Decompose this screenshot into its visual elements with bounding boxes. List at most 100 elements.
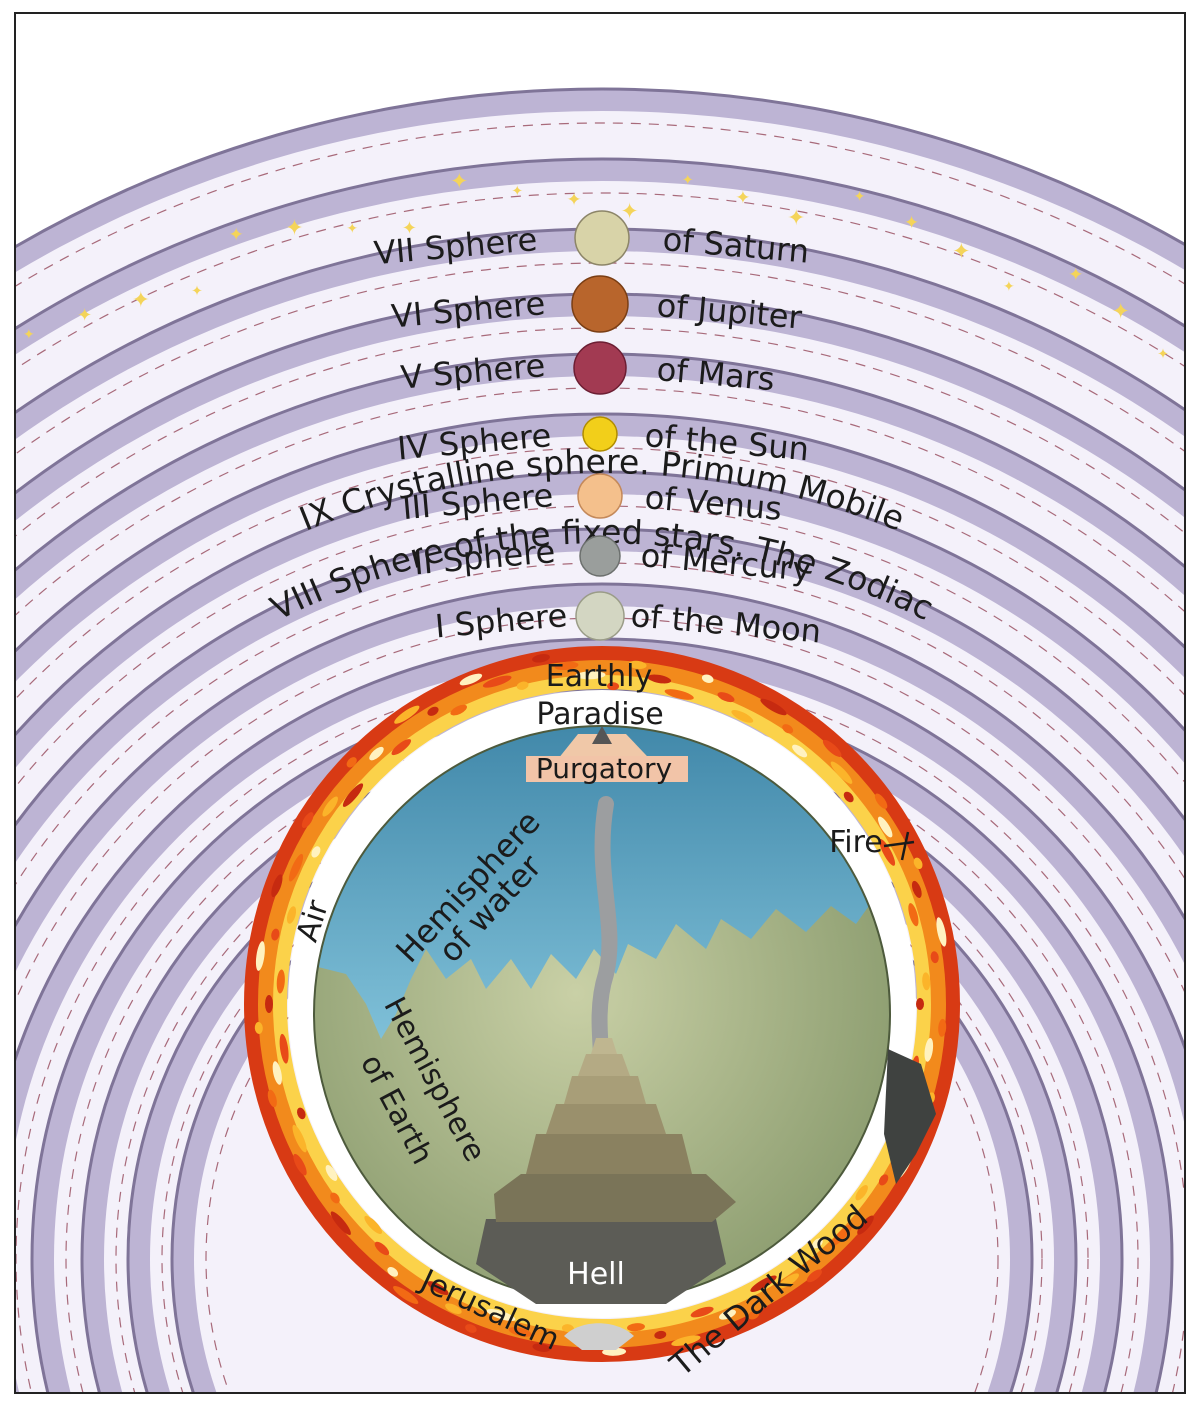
star-icon: ✦	[511, 183, 523, 199]
flame-fleck	[554, 661, 579, 671]
fire-pointer	[883, 831, 915, 861]
purgatory-label: Purgatory	[536, 752, 672, 785]
flame-fleck	[830, 761, 853, 784]
dark-wood-rock	[884, 1049, 936, 1184]
flame-fleck	[575, 671, 606, 680]
moon-disc	[575, 591, 625, 641]
flame-fleck	[628, 660, 647, 669]
venus-disc	[577, 473, 623, 519]
sphere-i: I Sphere of the Moon	[434, 591, 823, 651]
flame-fleck	[857, 1215, 874, 1235]
flame-fleck	[792, 744, 808, 758]
flame-fleck	[719, 1309, 736, 1320]
earthly-paradise-line2: Paradise	[536, 697, 663, 732]
star-icon: ✦	[346, 221, 358, 237]
flame-fleck	[482, 675, 512, 688]
hell-pit: Hell	[476, 1038, 736, 1304]
flame-fleck	[607, 682, 620, 691]
flame-fleck	[908, 903, 919, 927]
flame-fleck	[271, 928, 280, 941]
flame-fleck	[265, 995, 273, 1013]
flame-fleck	[450, 704, 467, 716]
star-icon: ✦	[23, 327, 35, 343]
flame-fleck	[394, 705, 420, 724]
flame-fleck	[717, 692, 735, 703]
flame-fleck	[822, 739, 842, 757]
flame-fleck	[255, 941, 265, 971]
flame-fleck	[276, 969, 285, 994]
flame-fleck	[322, 796, 338, 817]
flame-fleck	[877, 816, 893, 838]
flame-fleck	[930, 951, 939, 964]
flame-fleck	[286, 906, 297, 924]
flame-fleck	[922, 972, 931, 991]
flame-fleck	[532, 654, 550, 663]
star-icon: ✦	[402, 218, 417, 239]
flame-fleck	[778, 1273, 799, 1289]
mercury-disc	[579, 535, 621, 577]
flame-fleck	[301, 812, 314, 829]
flame-fleck	[936, 917, 947, 947]
flame-fleck	[532, 1343, 551, 1352]
flame-fleck	[364, 1215, 383, 1234]
sphere-orbit-line	[16, 192, 1184, 370]
flame-fleck	[782, 724, 794, 734]
star-icon: ✦	[566, 189, 581, 210]
star-icon: ✦	[191, 284, 203, 300]
flame-fleck	[427, 706, 439, 716]
star-icon: ✦	[952, 240, 970, 265]
flame-fleck	[760, 698, 787, 716]
flame-fleck	[701, 674, 714, 683]
hell-label: Hell	[567, 1257, 625, 1292]
saturn-disc	[574, 210, 630, 266]
flame-fleck	[311, 846, 321, 858]
flame-fleck	[254, 1022, 263, 1034]
flame-fleck	[812, 1238, 823, 1249]
star-icon: ✦	[904, 213, 919, 234]
mars-disc	[573, 341, 627, 395]
star-icon: ✦	[854, 189, 866, 205]
star-icon: ✦	[229, 225, 244, 246]
fixed-stars: ✦ ✦ ✦ ✦ ✦ ✦ ✦ ✦ ✦ ✦ ✦ ✦ ✦ ✦ ✦ ✦ ✦ ✦ ✦ ✦ ✦ ✦	[23, 170, 1169, 363]
flame-fleck	[830, 1224, 853, 1247]
flame-fleck	[279, 1033, 289, 1064]
flame-fleck	[879, 839, 896, 866]
star-icon: ✦	[132, 288, 150, 313]
flame-fleck	[393, 1285, 419, 1305]
flame-fleck	[288, 853, 304, 882]
jupiter-disc	[571, 275, 629, 333]
earthly-paradise-line1: Earthly	[546, 659, 653, 694]
star-icon: ✦	[77, 305, 92, 326]
flame-fleck	[293, 1153, 307, 1176]
fire-label: Fire	[829, 825, 883, 860]
star-icon: ✦	[620, 199, 638, 224]
sphere-orbit-line	[16, 122, 1184, 287]
star-icon: ✦	[1068, 265, 1083, 286]
star-icon: ✦	[285, 216, 303, 241]
flame-fleck	[297, 1107, 306, 1120]
flame-fleck	[445, 1303, 462, 1315]
flame-fleck	[516, 681, 529, 690]
flame-fleck	[911, 880, 922, 898]
flame-fleck	[369, 746, 384, 761]
flame-fleck	[874, 793, 888, 809]
flame-fleck	[330, 1192, 340, 1204]
sphere-orbit-line	[205, 862, 999, 1392]
flame-fleck	[325, 1165, 338, 1181]
cosmos-diagram: ✦✦✦ ✦✦ ✦ ✦ ✦✦ ✦ ✦ ✦✦✦✦✦✦✦✦✦✦✦ IX Crystalline sp…	[16, 87, 1184, 1392]
flame-fleck	[459, 673, 483, 686]
star-icon: ✦	[682, 172, 694, 188]
flame-fleck	[271, 874, 283, 898]
flame-fleck	[748, 1310, 760, 1320]
jerusalem-rock	[564, 1323, 634, 1350]
star-icon: ✦	[1157, 346, 1169, 362]
star-icon: ✦	[1003, 279, 1015, 295]
flame-fleck	[843, 791, 854, 803]
flame-fleck	[806, 1269, 822, 1283]
flame-fleck	[427, 1281, 449, 1296]
flame-fleck	[731, 710, 754, 723]
flame-fleck	[267, 1089, 277, 1108]
flame-fleck	[916, 998, 924, 1010]
flame-fleck	[671, 1335, 701, 1347]
star-icon: ✦	[1111, 300, 1129, 325]
